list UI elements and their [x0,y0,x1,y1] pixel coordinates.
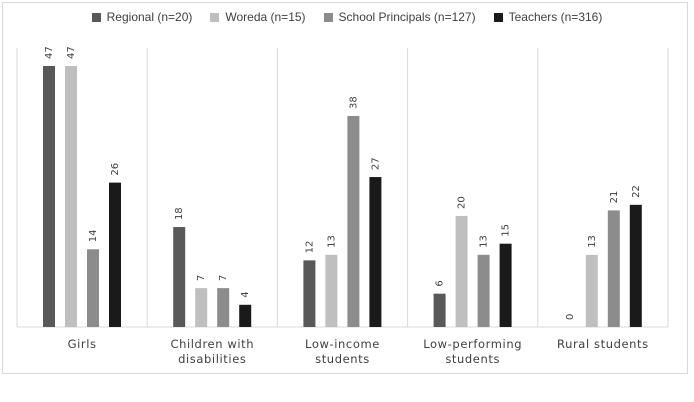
category-label: Low-income [305,337,380,351]
data-label: 7 [218,275,229,281]
data-label: 13 [479,235,490,248]
bar-school-principals [477,254,490,327]
bar-teachers [239,304,252,327]
data-label: 7 [196,275,207,281]
data-label: 18 [174,207,185,220]
legend-item-teachers: Teachers (n=316) [493,10,603,24]
bar-regional [303,260,316,327]
bar-teachers [109,182,121,327]
category-label: Low-performing [423,337,522,351]
legend-swatch-school-principals [323,12,333,22]
bar-school-principals [347,115,360,327]
category-label: students [445,352,500,366]
data-label: 13 [326,235,337,248]
bar-school-principals [607,210,620,327]
bar-woreda [585,254,598,327]
bar-woreda [65,66,77,327]
data-label: 21 [609,191,620,204]
data-label: 47 [66,46,77,59]
data-label: 13 [587,235,598,248]
bar-regional [433,293,446,327]
data-label: 20 [457,196,468,209]
data-label: 26 [110,163,121,176]
chart-legend: Regional (n=20) Woreda (n=15) School Pri… [0,10,694,24]
legend-item-regional: Regional (n=20) [91,10,193,24]
bar-teachers [499,243,512,327]
bar-woreda [195,288,208,327]
data-label: 38 [348,96,359,109]
bar-woreda [325,254,338,327]
category-label: students [315,352,370,366]
legend-swatch-teachers [493,12,503,22]
legend-label-regional: Regional (n=20) [106,10,193,24]
bar-school-principals [217,288,230,327]
legend-swatch-woreda [210,12,220,22]
data-label: 15 [501,224,512,237]
category-label: disabilities [178,352,246,366]
data-label: 14 [88,230,99,243]
data-label: 0 [565,314,576,320]
legend-label-teachers: Teachers (n=316) [508,10,603,24]
legend-item-school-principals: School Principals (n=127) [323,10,476,24]
bar-teachers [369,177,382,327]
data-label: 4 [240,291,251,297]
legend-swatch-regional [91,12,101,22]
legend-label-school-principals: School Principals (n=127) [338,10,476,24]
data-label: 27 [370,157,381,170]
category-label: Rural students [557,337,649,351]
category-label: Children with [170,337,254,351]
bar-regional [43,66,55,327]
category-label: Girls [68,337,97,351]
data-label: 22 [631,185,642,198]
bar-teachers [629,204,642,327]
bar-school-principals [87,249,99,327]
data-label: 6 [435,280,446,286]
bar-regional [173,227,186,327]
data-label: 12 [304,241,315,254]
bar-woreda [455,215,468,327]
data-label: 47 [44,46,55,59]
legend-item-woreda: Woreda (n=15) [210,10,306,24]
legend-label-woreda: Woreda (n=15) [225,10,306,24]
